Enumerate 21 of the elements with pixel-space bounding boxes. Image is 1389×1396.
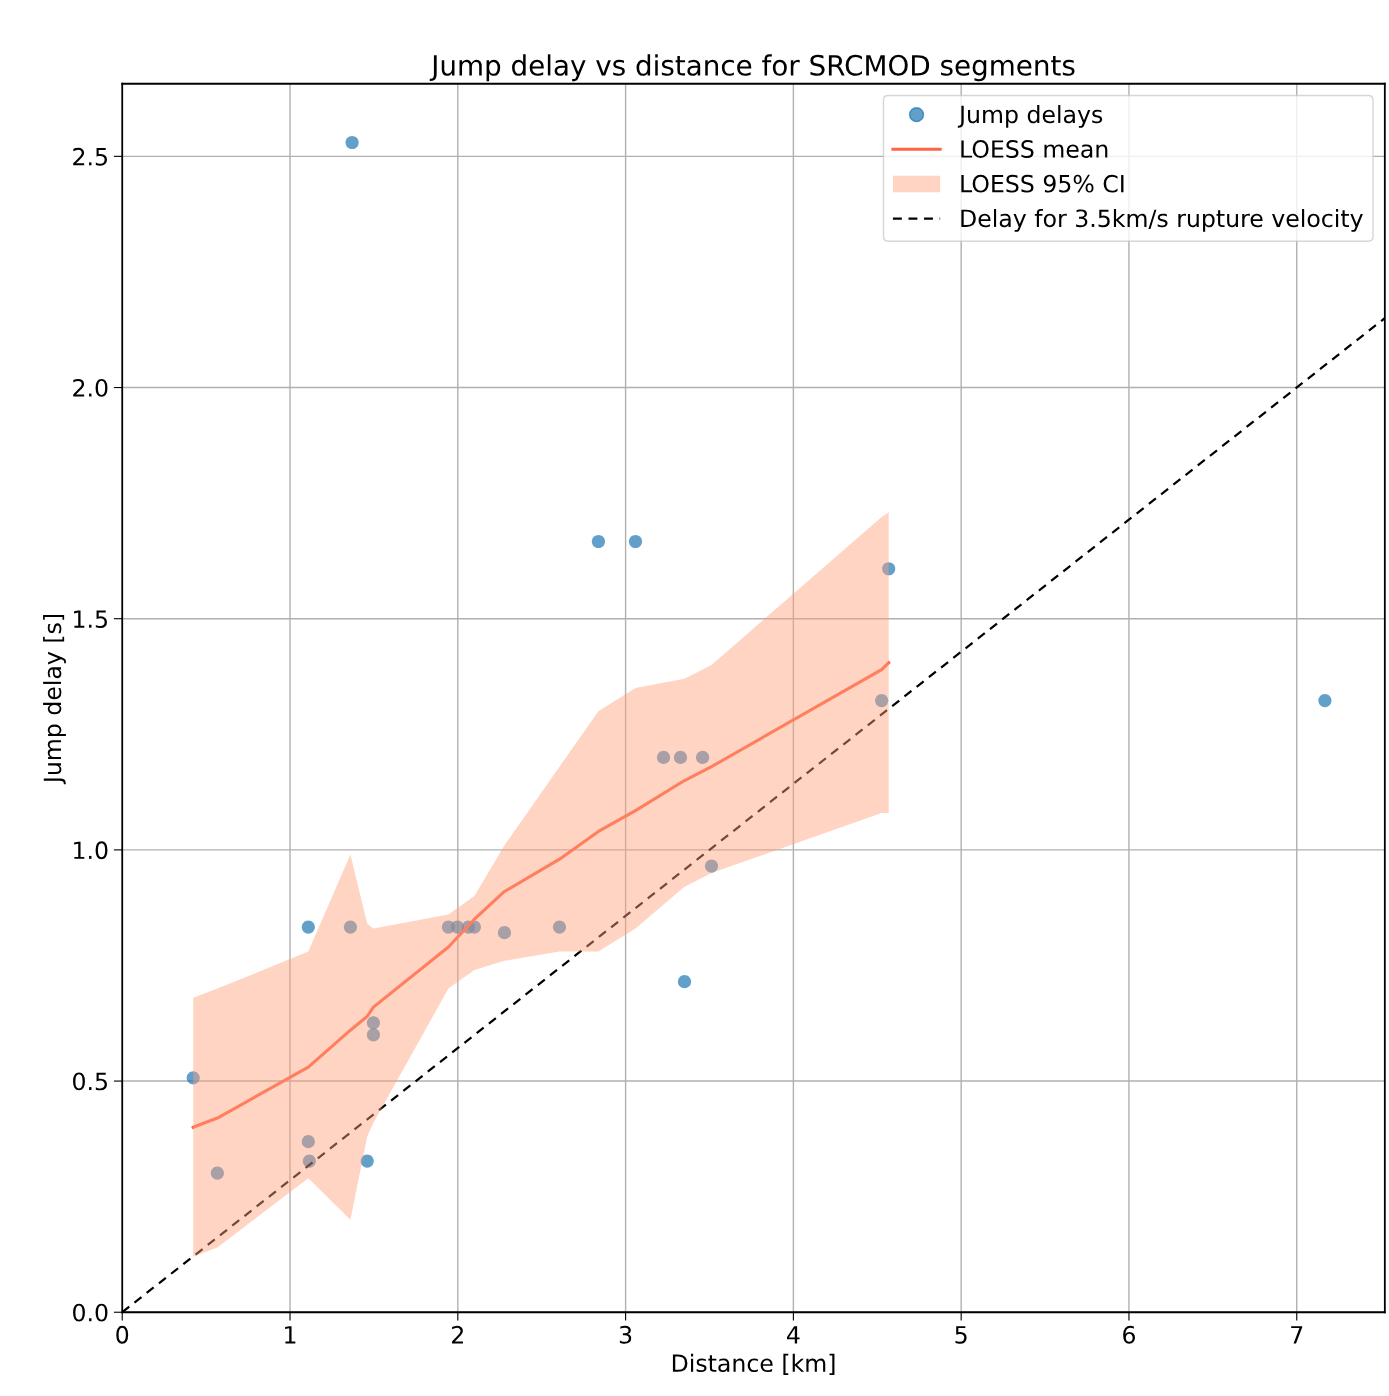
x-tick-label: 1 (285, 1326, 296, 1344)
y-axis-title: Jump delay [s] (43, 614, 66, 785)
legend-label: LOESS mean (961, 140, 1108, 158)
x-tick-label: 5 (955, 1326, 967, 1344)
x-tick-label: 2 (452, 1325, 463, 1344)
x-tick-label: 6 (1123, 1325, 1135, 1344)
y-tick-label: 0.0 (73, 1303, 108, 1322)
y-tick-label: 2.0 (73, 378, 108, 397)
y-tick-label: 2.5 (73, 147, 107, 166)
x-tick-label: 0 (116, 1325, 129, 1344)
chart-title: Jump delay vs distance for SRCMOD segments (429, 54, 1075, 82)
legend-label: LOESS 95% CI (961, 174, 1124, 193)
x-tick-label: 4 (787, 1326, 800, 1344)
x-tick-label: 3 (619, 1325, 632, 1344)
y-tick-label: 0.5 (73, 1072, 107, 1091)
legend-label: Delay for 3.5km/s rupture velocity (961, 208, 1363, 232)
x-tick-label: 7 (1291, 1326, 1303, 1344)
y-tick-label: 1.5 (74, 610, 107, 629)
legend-label: Jump delays (957, 105, 1103, 128)
y-tick-label: 1.0 (74, 841, 108, 860)
x-axis-title: Distance [km] (672, 1353, 835, 1375)
